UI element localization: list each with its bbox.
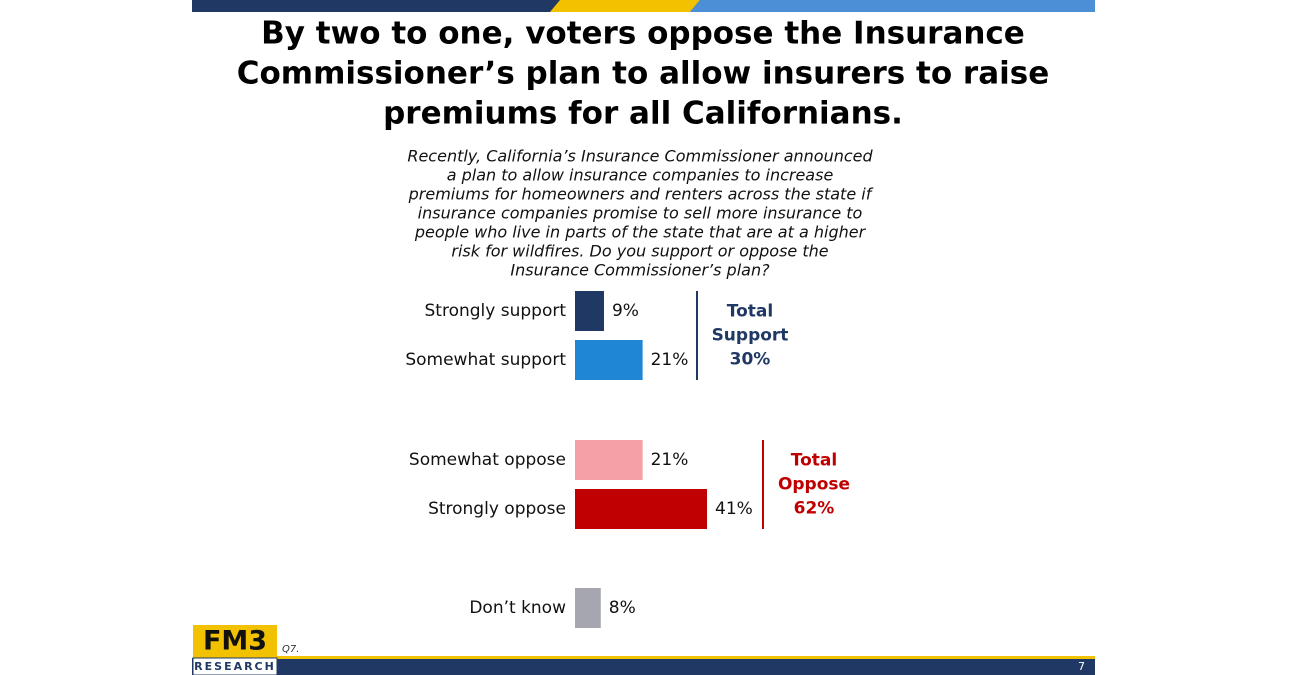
category-label: Somewhat oppose (409, 450, 566, 470)
category-label: Don’t know (469, 598, 566, 618)
category-label: Somewhat support (405, 350, 566, 370)
top-stripe (550, 0, 700, 12)
group-total: 30% (730, 350, 771, 370)
question-text: premiums for homeowners and renters acro… (408, 185, 874, 204)
bar (575, 291, 604, 331)
question-text: people who live in parts of the state th… (414, 223, 867, 242)
title: premiums for all Californians. (383, 96, 903, 132)
category-label: Strongly oppose (428, 499, 566, 519)
title: Commissioner’s plan to allow insurers to… (237, 56, 1050, 92)
question-text: risk for wildfires. Do you support or op… (451, 242, 828, 261)
logo-text: FM3 (203, 626, 267, 657)
category-label: Strongly support (425, 301, 567, 321)
bottom-band (192, 658, 1095, 675)
title: By two to one, voters oppose the Insuran… (261, 16, 1025, 52)
group-label: Support (712, 326, 789, 346)
logo-sub-box (192, 657, 278, 675)
group-label: Total (727, 302, 773, 322)
logo-subtext: RESEARCH (194, 660, 276, 673)
value-label: 9% (612, 301, 639, 321)
value-label: 21% (651, 450, 689, 470)
bar (575, 588, 601, 628)
group-label: Oppose (778, 475, 850, 495)
group-label: Total (791, 451, 837, 471)
top-stripe (690, 0, 1095, 12)
logo-box (193, 625, 277, 658)
question-text: Recently, California’s Insurance Commiss… (407, 147, 873, 166)
value-label: 21% (651, 350, 689, 370)
question-text: a plan to allow insurance companies to i… (447, 166, 834, 185)
bar (575, 440, 643, 480)
question-text: Insurance Commissioner’s plan? (510, 261, 770, 280)
page-number: 7 (1078, 660, 1085, 673)
bottom-stripe (277, 656, 1095, 659)
value-label: 8% (609, 598, 636, 618)
value-label: 41% (715, 499, 753, 519)
bar (575, 340, 643, 380)
bar (575, 489, 708, 529)
group-total: 62% (794, 499, 835, 519)
question-text: insurance companies promise to sell more… (418, 204, 863, 223)
footnote: Q7. (282, 644, 299, 655)
